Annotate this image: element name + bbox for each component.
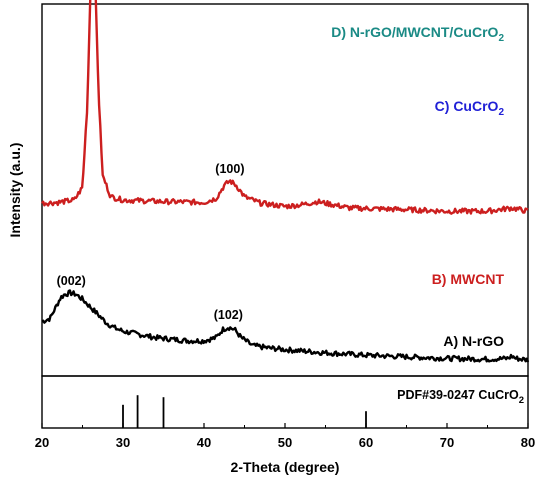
x-tick-label-4: 50 [278,435,292,450]
peak-label-1-1: (002) [57,274,86,288]
peak-label-1-2: (102) [214,308,243,322]
series-name-1: A) N-rGO [443,333,504,349]
y-axis-title: Intensity (a.u.) [7,143,23,238]
series-name-2: B) MWCNT [432,271,505,287]
series-names-group: A) N-rGO B) MWCNT C) CuCrO2 D) N-rGO/MWCNT/… [331,24,504,349]
peak-labels-group: (002)(102)(002)(100)(006)(101)(012)(110)… [57,162,245,322]
reference-label: PDF#39-0247 CuCrO2 [397,388,524,406]
x-axis: 20 30 40 50 60 70 80 [35,423,535,450]
x-tick-label-1: 20 [35,435,49,450]
series-line-1 [41,289,530,363]
reference-panel-frame [41,375,529,429]
x-tick-label-2: 30 [116,435,130,450]
series-name-4: D) N-rGO/MWCNT/CuCrO2 [331,24,504,44]
x-tick-label-7: 80 [521,435,535,450]
series-line-2 [41,0,529,215]
series-name-3: C) CuCrO2 [435,98,505,118]
reference-pattern-group: PDF#39-0247 CuCrO2 [122,388,524,428]
x-tick-label-5: 60 [359,435,373,450]
x-axis-title: 2-Theta (degree) [231,459,340,475]
x-tick-label-6: 70 [440,435,454,450]
peak-label-2-2: (100) [215,162,244,176]
x-tick-label-3: 40 [197,435,211,450]
xrd-series-group [41,0,530,363]
plot-frame [41,3,529,377]
